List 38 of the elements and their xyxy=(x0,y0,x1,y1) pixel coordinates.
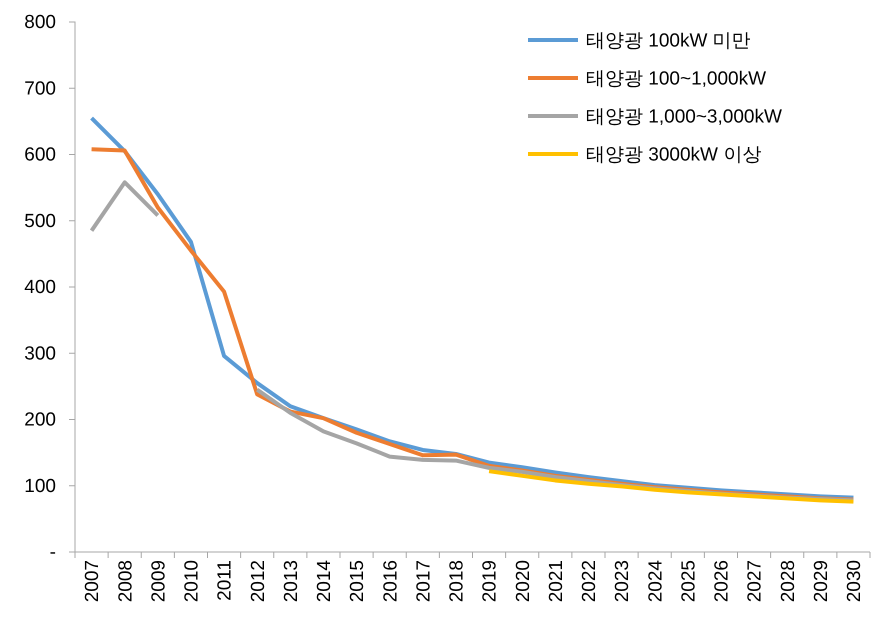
x-tick-label: 2014 xyxy=(314,560,336,602)
y-tick-label: 700 xyxy=(24,78,56,100)
x-tick-label: 2019 xyxy=(480,560,501,602)
x-tick-label: 2016 xyxy=(380,560,402,602)
y-tick-label: 400 xyxy=(24,277,56,298)
y-tick-label: 300 xyxy=(24,343,56,364)
x-tick-label: 2010 xyxy=(182,560,203,602)
x-tick-label: 2012 xyxy=(248,560,269,602)
x-tick-label: 2015 xyxy=(347,560,368,602)
x-tick-label: 2022 xyxy=(579,560,600,602)
legend-label: 태양광 1,000~3,000kW xyxy=(586,106,782,128)
x-tick-label: 2025 xyxy=(678,560,700,602)
x-tick-label: 2017 xyxy=(413,560,434,602)
y-tick-label: - xyxy=(50,542,56,564)
y-tick-label: 500 xyxy=(24,210,56,232)
x-tick-label: 2009 xyxy=(148,560,170,602)
legend-label: 태양광 100~1,000kW xyxy=(586,68,766,90)
x-tick-label: 2030 xyxy=(844,560,866,602)
x-tick-label: 2018 xyxy=(446,560,468,602)
x-tick-label: 2021 xyxy=(546,560,567,602)
x-tick-label: 2028 xyxy=(778,560,799,602)
x-tick-label: 2020 xyxy=(512,560,534,602)
y-tick-label: 600 xyxy=(24,144,56,166)
x-tick-label: 2023 xyxy=(612,560,634,602)
y-tick-label: 200 xyxy=(24,410,56,431)
x-tick-label: 2013 xyxy=(280,560,302,602)
legend-label: 태양광 100kW 미만 xyxy=(586,30,751,52)
x-tick-label: 2011 xyxy=(214,560,236,601)
y-tick-label: 800 xyxy=(24,12,56,34)
legend-label: 태양광 3000kW 이상 xyxy=(586,144,762,166)
line-series xyxy=(487,469,856,504)
x-tick-label: 2007 xyxy=(82,560,104,602)
x-tick-label: 2024 xyxy=(645,560,666,602)
x-tick-label: 2026 xyxy=(712,560,733,602)
y-tick-label: 100 xyxy=(24,476,56,497)
x-tick-label: 2027 xyxy=(744,560,766,602)
x-tick-label: 2008 xyxy=(115,560,136,602)
x-tick-label: 2029 xyxy=(810,560,832,602)
